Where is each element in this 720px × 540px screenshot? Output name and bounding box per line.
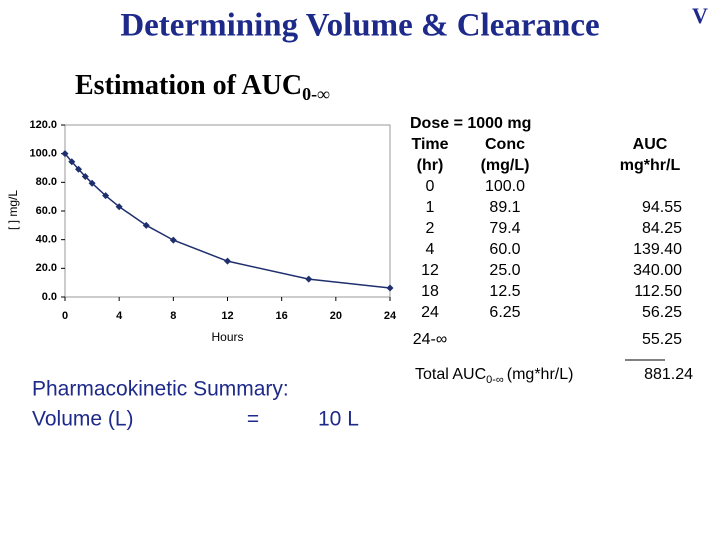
cell-conc: 25.0 <box>489 262 520 279</box>
title: Determining Volume & Clearance <box>120 8 599 44</box>
cell-auc: 94.55 <box>642 199 682 216</box>
column-header: AUC <box>633 136 668 153</box>
y-tick-label: 80.0 <box>36 176 57 188</box>
column-header: Time <box>411 136 448 153</box>
x-tick-label: 0 <box>62 310 68 322</box>
y-tick-label: 40.0 <box>36 234 57 246</box>
cell-time: 1 <box>426 199 435 216</box>
y-tick-label: 0.0 <box>42 291 57 303</box>
total-subscript: 0-∞ <box>486 374 504 386</box>
cell-time: 24 <box>421 304 439 321</box>
column-header: (mg/L) <box>481 157 530 174</box>
marker <box>81 172 89 180</box>
summary-value: 10 L <box>318 408 359 431</box>
marker <box>115 203 123 211</box>
x-tick-label: 20 <box>330 310 342 322</box>
subtitle-subscript: 0-∞ <box>302 84 330 104</box>
x-tick-label: 12 <box>221 310 233 322</box>
plot-area <box>64 124 391 298</box>
total-value: 881.24 <box>644 366 693 383</box>
total-label: Total AUC0-∞ (mg*hr/L) <box>415 366 573 386</box>
marker <box>224 257 231 265</box>
marker <box>75 165 83 173</box>
x-tick-label: 4 <box>116 310 123 322</box>
y-axis-label: [ ] mg/L <box>6 190 20 230</box>
y-tick-label: 20.0 <box>36 262 57 274</box>
cell-time: 18 <box>421 283 439 300</box>
cell-time: 12 <box>421 262 439 279</box>
cell-auc: 84.25 <box>642 220 682 237</box>
subtitle: Estimation of AUC0-∞ <box>75 70 330 104</box>
cell-time: 4 <box>426 241 435 258</box>
cell-conc: 79.4 <box>489 220 520 237</box>
cell-auc: 139.40 <box>633 241 682 258</box>
marker <box>88 179 96 187</box>
total-unit: (mg*hr/L) <box>507 366 574 383</box>
marker <box>61 150 69 158</box>
cell-conc: 12.5 <box>489 283 520 300</box>
y-tick-label: 120.0 <box>29 119 57 131</box>
cell-conc: 89.1 <box>489 199 520 216</box>
marker <box>68 158 76 166</box>
marker <box>142 221 150 229</box>
subtitle-text: Estimation of AUC <box>75 70 302 101</box>
column-header: Conc <box>485 136 525 153</box>
x-axis-label: Hours <box>211 330 243 344</box>
dose: Dose = 1000 mg <box>410 115 531 132</box>
summary-title: Pharmacokinetic Summary: <box>32 378 289 401</box>
cell-auc: 55.25 <box>642 331 682 348</box>
summary-equals: = <box>247 408 259 431</box>
total-text: Total AUC <box>415 366 486 383</box>
y-tick-label: 100.0 <box>29 148 57 160</box>
cell-time: 0 <box>426 178 435 195</box>
cell-conc: 6.25 <box>489 304 520 321</box>
marker <box>102 192 110 200</box>
marker <box>305 275 313 283</box>
table: Dose = 1000 mg Time (hr) Conc (mg/L) AUC mg*h… <box>410 115 682 348</box>
marker <box>169 236 177 244</box>
cell-time: 2 <box>426 220 435 237</box>
cell-conc: 100.0 <box>485 178 525 195</box>
cell-auc: 340.00 <box>633 262 682 279</box>
y-tick-label: 60.0 <box>36 205 57 217</box>
marker <box>386 284 394 292</box>
cell-auc: 112.50 <box>634 283 682 300</box>
x-tick-label: 8 <box>170 310 176 322</box>
x-tick-label: 24 <box>384 310 397 322</box>
series-line <box>64 153 391 289</box>
chart: 0.0 20.0 40.0 60.0 80.0 100.0 120.0 0 4 8 12 16 20 24… <box>6 119 397 344</box>
column-header: mg*hr/L <box>620 157 681 174</box>
x-tick-label: 16 <box>276 310 288 322</box>
corner-letter: V <box>692 3 708 28</box>
cell-conc: 60.0 <box>489 241 520 258</box>
column-header: (hr) <box>417 157 444 174</box>
cell-auc: 56.25 <box>642 304 682 321</box>
cell-time: 24-∞ <box>413 331 448 348</box>
summary-label: Volume (L) <box>32 408 134 431</box>
